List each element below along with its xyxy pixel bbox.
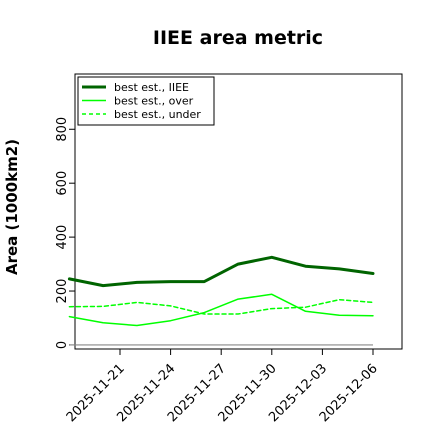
series-line-0 [67, 255, 375, 288]
plot-frame [74, 73, 403, 350]
y-tick-label: 200 [55, 279, 70, 304]
legend-label: best est., IIEE [114, 81, 189, 94]
y-tick-label: 0 [55, 341, 70, 349]
y-tick-label: 400 [55, 225, 70, 250]
y-tick-label: 600 [55, 171, 70, 196]
chart-title: IIEE area metric [153, 27, 323, 49]
series-line-2 [68, 298, 374, 315]
axis-ticks: 02004006008002025-11-212025-11-242025-11… [55, 117, 381, 425]
legend-label: best est., over [114, 95, 194, 108]
series-line-1 [68, 293, 374, 327]
y-axis-label: Area (1000km2) [3, 139, 21, 275]
y-tick-label: 800 [55, 117, 70, 142]
plot-lines [67, 255, 375, 346]
legend-label: best est., under [114, 108, 201, 121]
